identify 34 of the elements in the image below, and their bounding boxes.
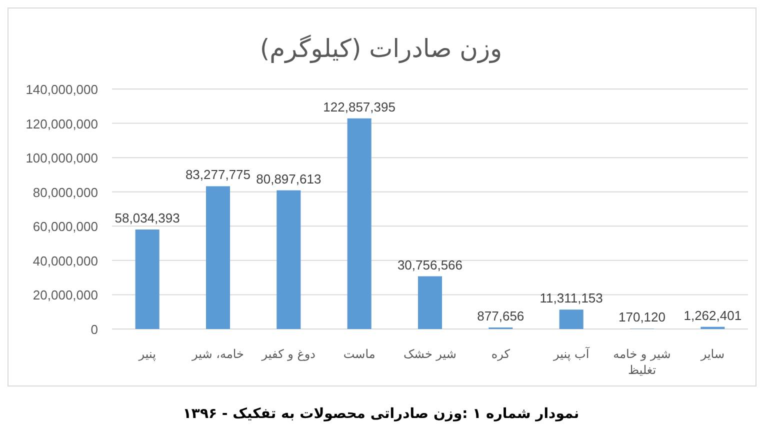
- bar: [206, 186, 230, 329]
- data-label: 30,756,566: [397, 257, 463, 272]
- data-label: 83,277,775: [185, 167, 251, 182]
- bar: [559, 310, 584, 329]
- bar: [347, 118, 372, 329]
- x-tick-label: پنیر: [138, 347, 156, 361]
- data-label: 170,120: [618, 310, 666, 325]
- x-tick-label: ماست: [343, 347, 376, 361]
- y-tick-label: 20,000,000: [32, 288, 98, 303]
- y-tick-label: 100,000,000: [26, 150, 98, 166]
- bar: [418, 276, 442, 329]
- data-label: 58,034,393: [114, 210, 180, 226]
- y-tick-label: 40,000,000: [32, 253, 98, 268]
- y-tick-label: 60,000,000: [32, 219, 98, 234]
- x-tick-label: کره: [491, 347, 510, 361]
- x-tick-label: سایر: [700, 347, 725, 361]
- y-tick-label: 120,000,000: [26, 116, 98, 132]
- data-label: 80,897,613: [256, 171, 322, 186]
- data-label: 877,656: [477, 308, 524, 324]
- y-tick-label: 0: [90, 322, 98, 337]
- y-tick-label: 140,000,000: [26, 82, 98, 97]
- y-tick-label: 80,000,000: [32, 184, 98, 200]
- chart-title: وزن صادرات (کیلوگرم): [260, 34, 502, 64]
- x-tick-label: دوغ و کفیر: [260, 347, 316, 361]
- data-label: 11,311,153: [540, 290, 603, 306]
- x-tick-label: آب پنیر: [552, 346, 590, 361]
- bar: [135, 230, 160, 329]
- x-tick-label: شیر خشک: [404, 347, 456, 361]
- data-label: 1,262,401: [684, 308, 742, 323]
- bar: [276, 190, 301, 329]
- data-label: 122,857,395: [323, 99, 396, 114]
- text: نمودار شماره ۱ :وزن صادراتی محصولات به تفکیک - ۱۳۹۶: [182, 406, 580, 422]
- x-tick-label: خامه، شیر: [191, 347, 244, 361]
- x-tick-label: شیر و خامه تغلیظ: [613, 347, 671, 377]
